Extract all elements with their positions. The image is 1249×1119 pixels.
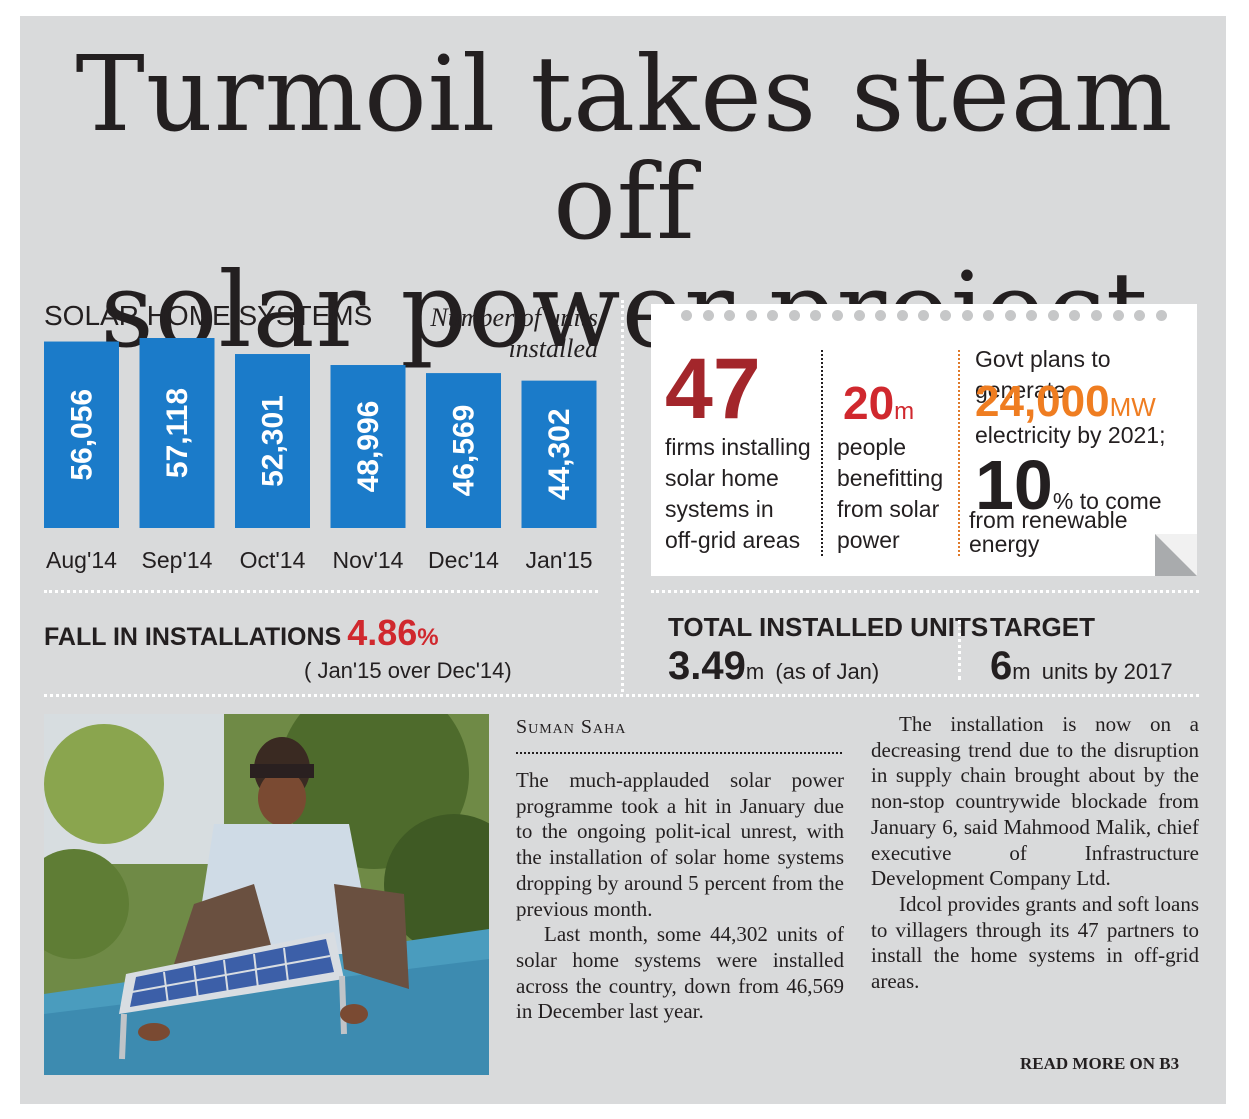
bar <box>521 380 597 528</box>
bar <box>44 341 119 528</box>
x-tick-label: Sep'14 <box>142 547 213 573</box>
renewable-description: from renewable energy <box>969 508 1128 556</box>
renewable-number: 10 <box>975 446 1053 524</box>
target-note: units by 2017 <box>1041 659 1173 684</box>
target-unit: m <box>1012 659 1031 684</box>
people-text-line: power <box>837 527 900 553</box>
x-tick-label: Dec'14 <box>428 547 499 573</box>
govt-target: 24,000MW <box>975 380 1156 429</box>
bar-value-label: 57,118 <box>161 388 194 478</box>
total-installed-number: 3.49 <box>668 644 746 688</box>
headline-line-1: Turmoil takes steam off <box>75 33 1174 263</box>
firms-count: 47 <box>665 341 761 437</box>
people-text-line: from solar <box>837 496 940 522</box>
firms-text-line: firms installing <box>665 434 811 460</box>
target-number: 6 <box>990 644 1013 688</box>
read-more-link[interactable]: READ MORE ON B3 <box>1020 1054 1180 1073</box>
target-label: TARGET <box>990 612 1095 642</box>
x-tick-label: Oct'14 <box>240 547 306 573</box>
firms-text-line: systems in <box>665 496 774 522</box>
bar-value-label: 44,302 <box>543 408 576 500</box>
article-column-1: The much-applauded solar power programme… <box>516 768 844 1025</box>
section-divider-horizontal <box>44 694 1199 697</box>
fall-label: FALL IN INSTALLATIONS <box>44 623 342 651</box>
x-tick-label: Nov'14 <box>333 547 404 573</box>
bar-value-label: 56,056 <box>66 389 99 481</box>
bar <box>426 373 501 528</box>
x-tick-label: Jan'15 <box>525 547 592 573</box>
fall-unit: % <box>417 624 439 651</box>
fall-value: 4.86% <box>347 612 438 653</box>
renewable-text-line: energy <box>969 531 1040 557</box>
byline-rule <box>516 752 842 754</box>
bar <box>139 338 215 528</box>
govt-intro: Govt plans to generate <box>975 346 1111 403</box>
page-curl <box>1155 534 1197 576</box>
stats-card: 47 firms installing solar home systems i… <box>651 304 1197 576</box>
firms-description: firms installing solar home systems in o… <box>665 432 811 556</box>
card-divider-2 <box>958 350 960 556</box>
total-installed-unit: m <box>745 659 765 684</box>
total-installed-note: (as of Jan) <box>775 659 880 684</box>
chart-divider <box>44 590 598 593</box>
article-column-2: The installation is now on a decreasing … <box>871 712 1199 995</box>
article-paragraph: The much-applauded solar power programme… <box>516 768 844 921</box>
stats-divider <box>651 590 1199 593</box>
chart-note: Number of units installed <box>380 302 598 364</box>
byline: Suman Saha <box>516 716 627 738</box>
renewable-suffix: % to come <box>1052 488 1162 514</box>
total-installed-label: TOTAL INSTALLED UNITS <box>668 612 989 642</box>
chart-title: SOLAR HOME SYSTEMS <box>44 300 373 331</box>
fall-note: ( Jan'15 over Dec'14) <box>304 658 512 683</box>
people-number: 20 <box>843 377 895 429</box>
govt-target-number: 24,000 <box>975 377 1110 426</box>
bar <box>235 354 310 528</box>
x-tick-label: Aug'14 <box>46 547 117 573</box>
target-value: 6m units by 2017 <box>990 644 1173 689</box>
fall-number: 4.86 <box>347 612 418 653</box>
firms-text-line: solar home <box>665 465 779 491</box>
people-count: 20m <box>843 380 914 435</box>
article-paragraph: Last month, some 44,302 units of solar h… <box>516 922 844 1024</box>
card-divider-1 <box>821 350 823 556</box>
article-paragraph: Idcol provides grants and soft loans to … <box>871 891 1199 994</box>
people-text-line: people <box>837 434 907 460</box>
people-text-line: benefitting <box>837 465 944 491</box>
total-installed-value: 3.49m (as of Jan) <box>668 644 879 689</box>
renewable-text-line: from renewable <box>969 507 1128 533</box>
bar-value-label: 46,569 <box>448 405 481 497</box>
chart-note-line-2: installed <box>508 334 598 363</box>
totals-divider <box>958 620 961 680</box>
bar-value-label: 52,301 <box>257 395 290 487</box>
bar-value-label: 48,996 <box>352 401 385 493</box>
fall-in-installations: FALL IN INSTALLATIONS 4.86% <box>44 612 439 654</box>
solar-panel-photo <box>44 714 489 1075</box>
chart-note-line-1: Number of units <box>430 303 598 332</box>
people-description: people benefitting from solar power <box>837 432 943 556</box>
section-divider-vertical <box>621 300 624 692</box>
govt-target-unit: MW <box>1109 392 1156 422</box>
bar <box>330 365 406 528</box>
notepad-holes <box>681 310 1167 321</box>
govt-line: electricity by 2021; <box>975 422 1166 448</box>
renewable-share: 10% to come <box>975 450 1162 536</box>
people-unit: m <box>894 398 915 425</box>
firms-text-line: off-grid areas <box>665 527 801 553</box>
article-paragraph: The installation is now on a decreasing … <box>871 712 1199 891</box>
